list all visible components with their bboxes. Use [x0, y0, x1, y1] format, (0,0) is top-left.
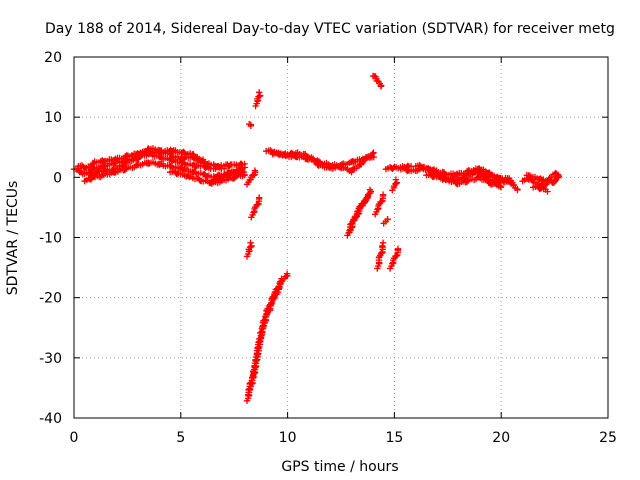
data-track — [269, 149, 377, 176]
x-axis-label: GPS time / hours — [281, 459, 398, 475]
data-track — [75, 146, 207, 172]
data-track — [374, 239, 387, 272]
y-axis-label: SDTVAR / TECUs — [5, 181, 21, 296]
x-tick-label: 0 — [70, 430, 79, 446]
grid — [74, 57, 608, 418]
data-track — [502, 175, 521, 194]
y-tick-label: -10 — [39, 231, 62, 247]
data-track — [476, 171, 504, 187]
axis-ticks: 0 5 10 15 20 25 -40 -30 -20 -10 0 10 20 — [39, 50, 617, 446]
data-track — [243, 167, 259, 188]
data-track — [380, 216, 391, 227]
x-tick-label: 25 — [599, 430, 617, 446]
data-track — [386, 245, 402, 272]
data-track — [372, 191, 387, 218]
x-tick-label: 10 — [279, 430, 297, 446]
data-track — [252, 89, 264, 110]
data-points — [70, 72, 562, 404]
x-tick-label: 20 — [492, 430, 510, 446]
data-track — [166, 168, 248, 187]
x-tick-label: 15 — [385, 430, 403, 446]
y-tick-label: 0 — [53, 170, 62, 186]
y-tick-label: -20 — [39, 291, 62, 307]
data-track — [248, 194, 263, 221]
data-track — [244, 275, 285, 398]
data-track — [209, 167, 248, 185]
chart-title: Day 188 of 2014, Sidereal Day-to-day VTE… — [45, 21, 615, 37]
x-tick-label: 5 — [176, 430, 185, 446]
data-track — [369, 72, 385, 90]
data-track — [243, 239, 255, 260]
y-tick-label: -40 — [39, 411, 62, 427]
y-tick-label: -30 — [39, 351, 62, 367]
data-track — [530, 183, 551, 195]
data-track — [412, 162, 516, 187]
data-track — [389, 176, 401, 194]
data-track — [346, 192, 372, 236]
y-tick-label: 20 — [44, 50, 62, 66]
data-track — [246, 120, 255, 130]
y-tick-label: 10 — [44, 110, 62, 126]
